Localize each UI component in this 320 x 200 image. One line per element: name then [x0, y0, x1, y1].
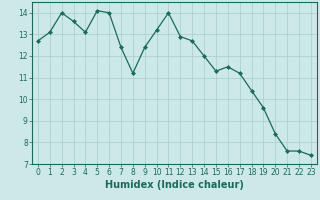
X-axis label: Humidex (Indice chaleur): Humidex (Indice chaleur) [105, 180, 244, 190]
